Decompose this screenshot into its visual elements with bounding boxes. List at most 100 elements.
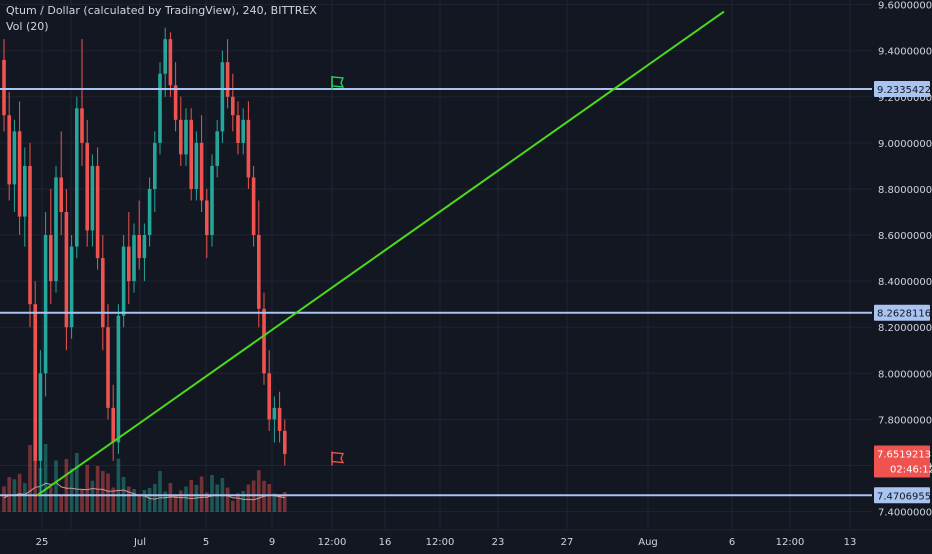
candle-body <box>7 115 11 185</box>
candle-body <box>101 258 105 328</box>
time-tick-label: 27 <box>561 537 574 548</box>
time-tick-label: Aug <box>638 537 658 548</box>
hline-price-tag <box>874 487 930 504</box>
volume-bar <box>132 489 136 512</box>
candle-body <box>163 39 167 74</box>
candle-body <box>116 315 121 443</box>
candle-body <box>236 115 240 143</box>
hline-price-tag <box>874 81 930 98</box>
candle-body <box>283 430 287 454</box>
countdown-label: 02:46:12 <box>890 465 932 476</box>
candle-body <box>158 73 162 143</box>
symbol-title[interactable]: Qtum / Dollar (calculated by TradingView… <box>6 4 317 17</box>
volume-bar <box>257 470 261 512</box>
time-tick-label: 12:00 <box>776 537 805 548</box>
volume-bar <box>75 453 79 512</box>
volume-bar <box>215 484 219 512</box>
candle-body <box>80 108 84 143</box>
candle-body <box>132 235 136 282</box>
price-tick-label: 9.00000000 <box>878 139 932 150</box>
trend-line-layer <box>36 10 725 497</box>
hline-price-tag-label: 8.26281169 <box>877 309 932 320</box>
volume-bar <box>277 496 282 512</box>
price-tick-label: 7.80000000 <box>878 415 932 426</box>
volume-bar <box>147 488 152 512</box>
flags <box>331 75 345 466</box>
volume-bar <box>85 464 89 512</box>
hline-price-tag <box>874 304 930 321</box>
candle-body <box>262 308 266 374</box>
candle-body <box>33 304 37 461</box>
last-price-label: 7.65192131 <box>877 450 932 461</box>
volume-bar <box>137 494 141 512</box>
volume-bar <box>199 476 204 512</box>
volume-bar <box>153 484 157 512</box>
volume-bar <box>80 489 84 512</box>
volume-bar <box>241 491 245 512</box>
flag-cloth <box>331 76 345 88</box>
candle-body <box>231 96 235 116</box>
volume-bar <box>23 483 27 512</box>
candle-body <box>210 165 214 236</box>
volume-bar <box>111 487 115 512</box>
candle-body <box>251 177 256 236</box>
volume-bar <box>283 492 287 512</box>
volume-indicator-label[interactable]: Vol (20) <box>6 20 49 33</box>
time-tick-label: 25 <box>36 537 49 548</box>
price-axis[interactable]: 9.60000000 9.40000000 9.20000000 9.00000000… <box>872 0 932 550</box>
candle-body <box>64 212 69 328</box>
volume-bar <box>272 493 277 512</box>
volume-bar <box>59 494 63 512</box>
candle-body <box>168 39 173 86</box>
candle-body <box>54 177 58 282</box>
volume-bar <box>236 493 240 512</box>
price-tick-label: 9.60000000 <box>878 1 932 12</box>
volume-bar <box>168 483 173 512</box>
candle-body <box>137 235 141 259</box>
candle-body <box>220 62 225 132</box>
candle-body <box>69 246 74 328</box>
grid <box>0 0 872 530</box>
candle-body <box>225 62 230 97</box>
candle-body <box>277 407 282 431</box>
price-tick-label: 7.40000000 <box>878 508 932 519</box>
volume-bar <box>2 486 6 512</box>
volume-bar <box>101 471 105 512</box>
candle-body <box>189 119 193 189</box>
candle-body <box>272 407 277 420</box>
trend-line <box>36 10 725 497</box>
volume-bar <box>69 468 74 512</box>
price-tick-label: 8.40000000 <box>878 277 932 288</box>
volume-bar <box>163 491 167 512</box>
candle-body <box>142 235 147 259</box>
candle-body <box>199 142 204 201</box>
volume-bar <box>127 486 131 512</box>
candle-body <box>173 85 178 120</box>
volume-bar <box>158 471 162 512</box>
volume-bar <box>179 490 183 512</box>
candle-body <box>184 119 188 155</box>
volume-bar <box>225 487 230 512</box>
price-tick-label: 8.20000000 <box>878 323 932 334</box>
time-tick-label: 9 <box>269 537 275 548</box>
time-tick-label: 12:00 <box>426 537 455 548</box>
candle-body <box>106 327 110 408</box>
price-tick-label: 8.60000000 <box>878 231 932 242</box>
volume-bar <box>205 492 209 512</box>
volume-bar <box>246 484 251 512</box>
horizontal-lines <box>0 88 872 497</box>
time-axis-bg <box>0 530 932 550</box>
time-tick-label: 23 <box>492 537 505 548</box>
candle-body <box>194 142 199 189</box>
price-tick-label: 8.00000000 <box>878 369 932 380</box>
volume-bar <box>231 500 235 512</box>
candle-body <box>111 407 115 443</box>
candle-body <box>257 235 261 309</box>
candle-body <box>49 235 53 282</box>
candle-body <box>17 131 22 217</box>
volume-bar <box>184 486 188 512</box>
time-axis[interactable]: 25 Jul 5 9 12:00 16 12:00 23 27 Aug 6 12:00 13 <box>0 529 932 550</box>
candle-body <box>59 177 63 212</box>
